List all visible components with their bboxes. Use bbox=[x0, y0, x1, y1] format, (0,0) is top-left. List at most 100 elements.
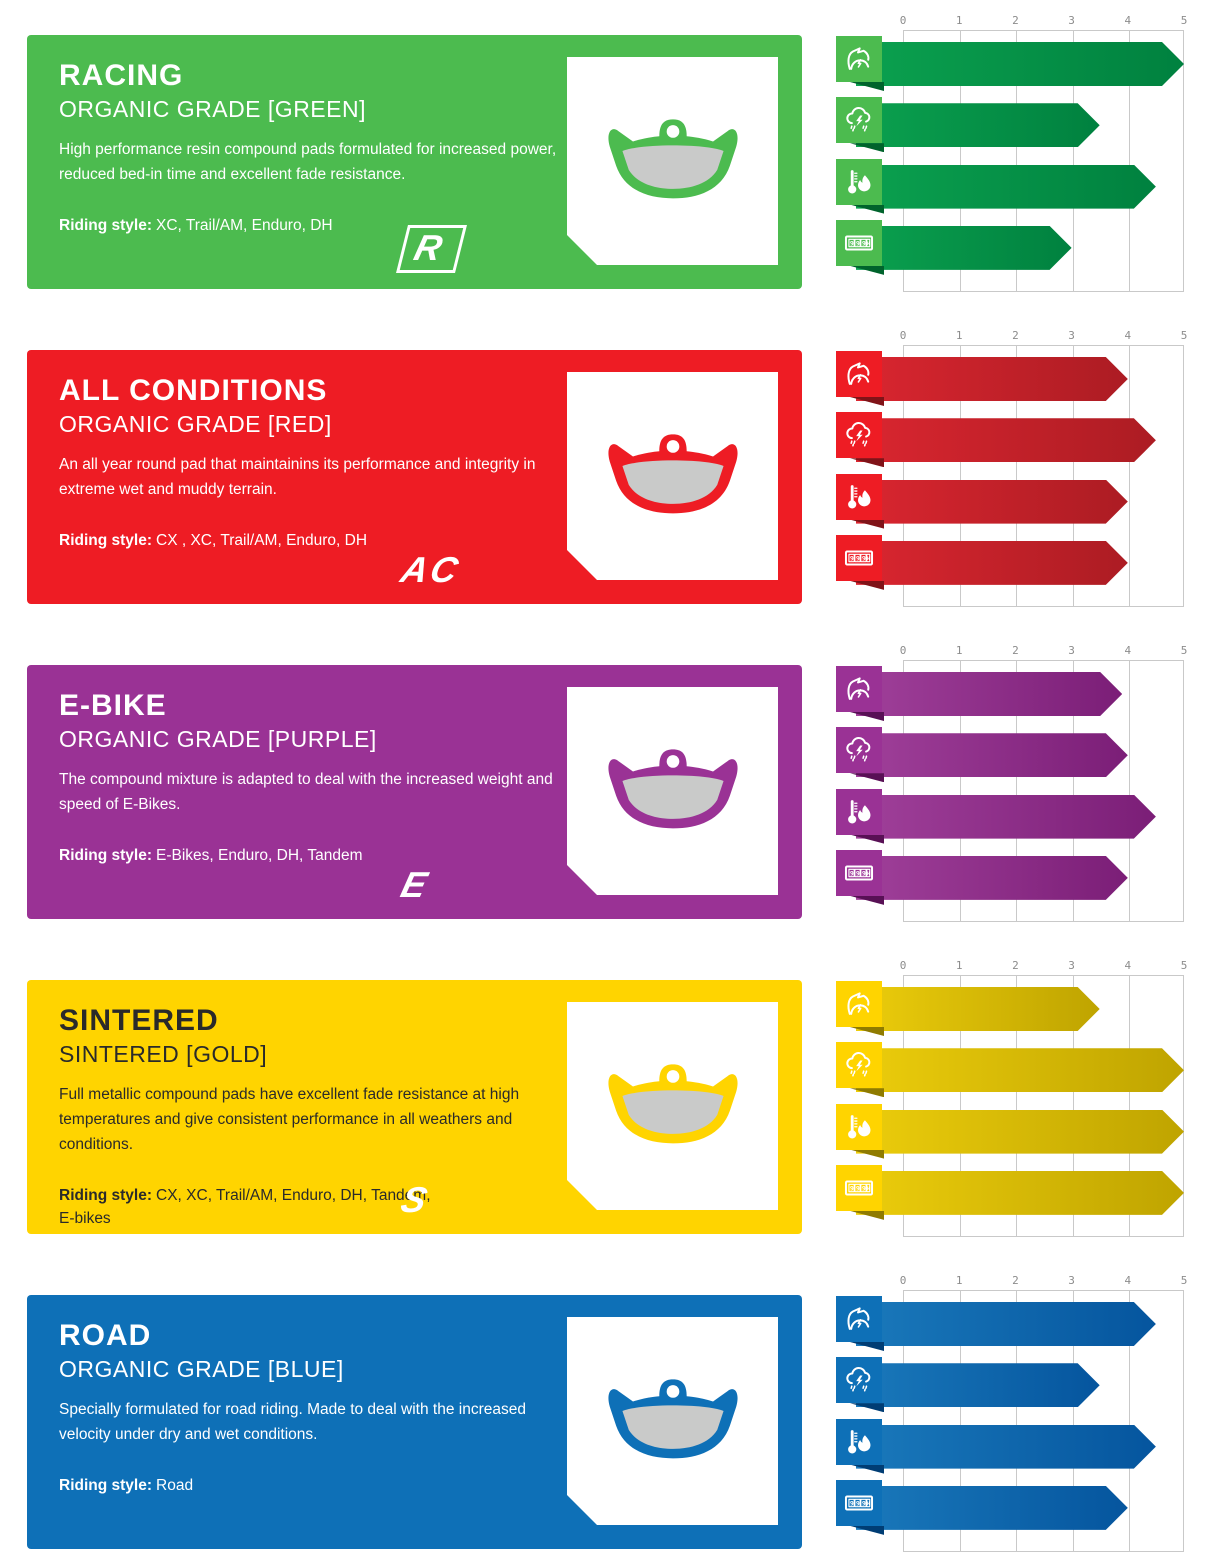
rating-chart: 0 1 2 3 4 5 bbox=[836, 323, 1188, 623]
rating-bar bbox=[856, 795, 1156, 839]
axis-tick: 0 bbox=[899, 329, 907, 342]
rating-row-heat-fade bbox=[836, 1418, 1188, 1475]
rating-row-wet-performance bbox=[836, 727, 1188, 783]
axis-tick: 1 bbox=[955, 329, 963, 342]
product-subtitle: ORGANIC GRADE [RED] bbox=[59, 411, 332, 437]
rating-row-power bbox=[836, 981, 1188, 1037]
rating-bar bbox=[856, 226, 1072, 270]
axis-tick: 1 bbox=[955, 14, 963, 27]
rating-bar bbox=[856, 733, 1128, 777]
metric-icon-tile bbox=[836, 36, 882, 82]
ribbon-fold bbox=[850, 1403, 884, 1413]
metric-icon-tile bbox=[836, 219, 882, 266]
riding-style: Riding style: Road bbox=[59, 1474, 449, 1497]
riding-style: Riding style: CX, XC, Trail/AM, Enduro, D… bbox=[59, 1184, 449, 1231]
chart-axis: 0 1 2 3 4 5 bbox=[836, 14, 1188, 28]
axis-tick: 2 bbox=[1012, 644, 1019, 657]
ribbon-fold bbox=[850, 143, 884, 153]
axis-tick: 5 bbox=[1180, 329, 1188, 342]
ribbon-fold bbox=[850, 1464, 884, 1474]
pad-image-panel bbox=[567, 372, 778, 580]
rating-chart: 0 1 2 3 4 5 bbox=[836, 638, 1188, 938]
rating-bar bbox=[856, 1302, 1156, 1346]
rating-row-heat-fade bbox=[836, 473, 1188, 530]
metric-icon-tile bbox=[836, 97, 882, 144]
rating-bar bbox=[856, 1425, 1156, 1469]
rating-row-durability bbox=[836, 849, 1188, 906]
ribbon-fold bbox=[850, 458, 884, 468]
axis-tick: 4 bbox=[1124, 1274, 1132, 1287]
product-description: Full metallic compound pads have excelle… bbox=[59, 1086, 520, 1153]
axis-tick: 5 bbox=[1180, 644, 1188, 657]
bicep-power-icon bbox=[842, 357, 876, 391]
riding-style-label: Riding style: bbox=[59, 531, 153, 549]
rating-chart: 0 1 2 3 4 5 bbox=[836, 8, 1188, 308]
axis-tick: 5 bbox=[1180, 959, 1188, 972]
product-logo: R bbox=[396, 225, 467, 273]
axis-tick: 5 bbox=[1180, 14, 1188, 27]
thermometer-flame-icon bbox=[842, 795, 876, 829]
axis-tick: 1 bbox=[955, 644, 963, 657]
rating-bar bbox=[856, 856, 1128, 900]
rating-row-heat-fade bbox=[836, 788, 1188, 845]
riding-style: Riding style: XC, Trail/AM, Enduro, DH bbox=[59, 214, 449, 237]
pad-image-panel bbox=[567, 57, 778, 265]
product-description: An all year round pad that maintainins i… bbox=[59, 456, 536, 499]
rating-row-power bbox=[836, 1296, 1188, 1352]
brake-pad-image bbox=[594, 113, 752, 210]
metric-icon-tile bbox=[836, 981, 882, 1027]
bicep-power-icon bbox=[842, 987, 876, 1021]
product-subtitle: SINTERED [GOLD] bbox=[59, 1041, 268, 1067]
rating-bar bbox=[856, 165, 1156, 209]
axis-tick: 2 bbox=[1012, 1274, 1019, 1287]
axis-tick: 3 bbox=[1068, 329, 1075, 342]
bicep-power-icon bbox=[842, 1302, 876, 1336]
axis-tick: 3 bbox=[1068, 1274, 1075, 1287]
metric-icon-tile bbox=[836, 666, 882, 712]
ribbon-fold bbox=[850, 1027, 884, 1036]
pad-image-panel bbox=[567, 1002, 778, 1210]
rating-bar bbox=[856, 1171, 1184, 1215]
thermometer-flame-icon bbox=[842, 165, 876, 199]
rating-bar bbox=[856, 103, 1100, 147]
rating-bar bbox=[856, 672, 1122, 716]
ribbon-fold bbox=[850, 712, 884, 721]
axis-tick: 4 bbox=[1124, 644, 1132, 657]
metric-icon-tile bbox=[836, 849, 882, 896]
thermometer-flame-icon bbox=[842, 480, 876, 514]
rating-row-wet-performance bbox=[836, 412, 1188, 468]
axis-tick: 3 bbox=[1068, 644, 1075, 657]
riding-style-label: Riding style: bbox=[59, 216, 153, 234]
riding-style-value: Road bbox=[156, 1476, 194, 1494]
metric-icon-tile bbox=[836, 727, 882, 774]
thermometer-flame-icon bbox=[842, 1110, 876, 1144]
brake-pad-image bbox=[594, 1373, 752, 1470]
rating-row-wet-performance bbox=[836, 97, 1188, 153]
product-subtitle: ORGANIC GRADE [BLUE] bbox=[59, 1356, 344, 1382]
axis-tick: 2 bbox=[1012, 14, 1019, 27]
riding-style: Riding style: CX , XC, Trail/AM, Enduro, … bbox=[59, 529, 449, 552]
rating-row-power bbox=[836, 36, 1188, 92]
storm-cloud-icon bbox=[842, 103, 876, 137]
axis-tick: 4 bbox=[1124, 959, 1132, 972]
riding-style-label: Riding style: bbox=[59, 846, 153, 864]
rating-bar bbox=[856, 480, 1128, 524]
odometer-999-icon bbox=[842, 226, 876, 260]
axis-tick: 0 bbox=[899, 1274, 907, 1287]
chart-axis: 0 1 2 3 4 5 bbox=[836, 959, 1188, 973]
product-logo: AC bbox=[397, 549, 466, 590]
product-title: ALL CONDITIONS bbox=[59, 374, 328, 407]
ribbon-fold bbox=[850, 1210, 884, 1220]
metric-icon-tile bbox=[836, 1418, 882, 1465]
rating-row-power bbox=[836, 351, 1188, 407]
rating-bar bbox=[856, 987, 1100, 1031]
bicep-power-icon bbox=[842, 672, 876, 706]
brake-pad-image bbox=[594, 1058, 752, 1155]
product-title: RACING bbox=[59, 59, 184, 92]
metric-icon-tile bbox=[836, 1479, 882, 1526]
ribbon-fold bbox=[850, 204, 884, 214]
rating-row-durability bbox=[836, 534, 1188, 591]
axis-tick: 2 bbox=[1012, 329, 1019, 342]
product-card: RACING ORGANIC GRADE [GREEN] High perfor… bbox=[27, 35, 802, 289]
ribbon-fold bbox=[850, 1149, 884, 1159]
